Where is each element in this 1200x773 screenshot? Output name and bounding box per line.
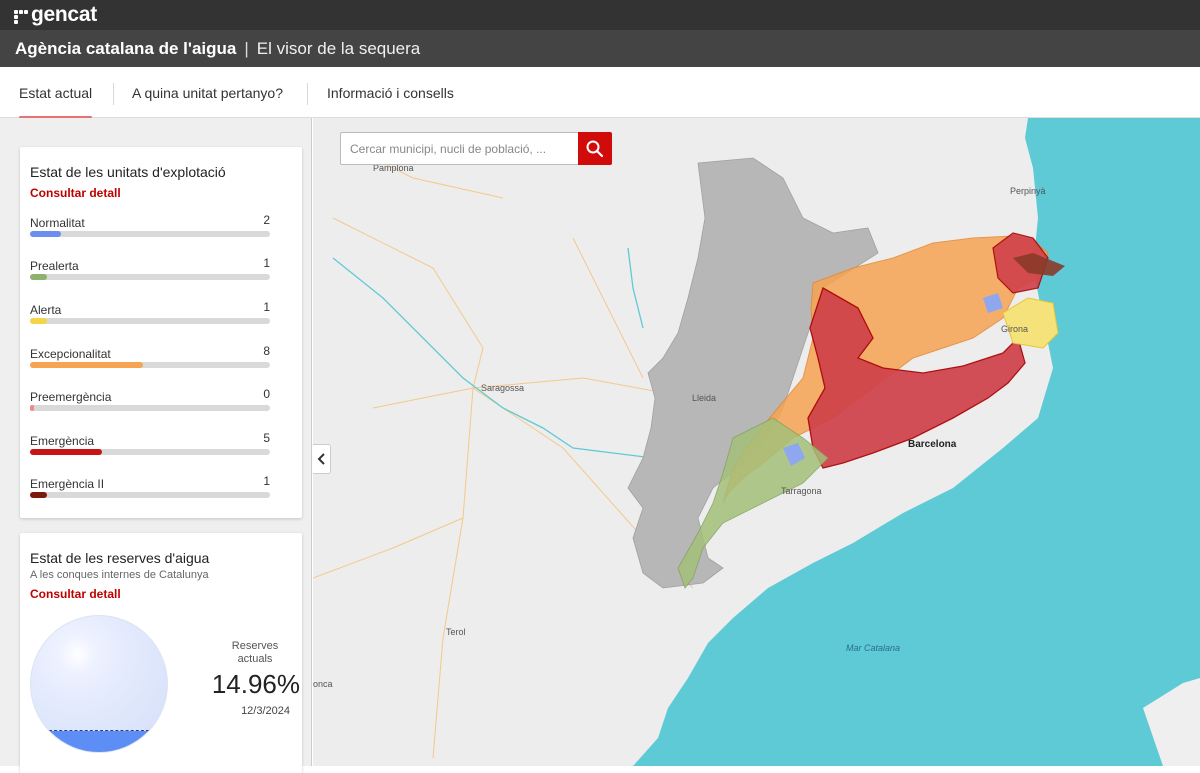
collapse-sidebar-button[interactable] bbox=[313, 444, 331, 474]
tab-label: Estat actual bbox=[19, 84, 93, 101]
place-conca: onca bbox=[313, 679, 333, 689]
sidebar[interactable]: Estat de les unitats d'explotació Consul… bbox=[0, 118, 312, 773]
tab-estat-actual[interactable]: Estat actual bbox=[19, 67, 93, 119]
title-separator: | bbox=[244, 38, 249, 58]
status-count: 8 bbox=[263, 344, 270, 358]
reserves-gauge bbox=[30, 615, 168, 753]
status-row: Excepcionalitat 8 bbox=[30, 344, 270, 377]
status-row: Prealerta 1 bbox=[30, 256, 270, 289]
map-view[interactable]: Pamplona Perpinyà Saragossa Lleida Giron… bbox=[313, 118, 1200, 766]
gencat-logo[interactable]: gencat bbox=[14, 1, 97, 29]
reserves-label: Reserves actuals bbox=[231, 640, 279, 665]
roads-layer bbox=[313, 157, 694, 759]
status-bar-fill bbox=[30, 362, 143, 368]
main-nav: Estat actual A quina unitat pertanyo? In… bbox=[0, 67, 1200, 119]
place-barcelona: Barcelona bbox=[908, 439, 957, 450]
status-bar-track bbox=[30, 231, 270, 237]
tab-label: Informació i consells bbox=[327, 84, 454, 101]
gencat-logo-text: gencat bbox=[31, 3, 97, 26]
rivers-layer bbox=[332, 247, 654, 459]
emergencia-units[interactable] bbox=[807, 287, 1026, 469]
status-label: Excepcionalitat bbox=[30, 347, 111, 361]
place-lleida: Lleida bbox=[692, 393, 716, 403]
place-saragossa: Saragossa bbox=[481, 383, 524, 393]
status-count: 1 bbox=[263, 474, 270, 488]
status-bar-fill bbox=[30, 449, 102, 455]
page-subtitle: El visor de la sequera bbox=[256, 38, 421, 58]
status-count: 1 bbox=[263, 256, 270, 270]
status-bar-fill bbox=[30, 231, 62, 237]
status-label: Emergència bbox=[30, 434, 95, 448]
status-bar-fill bbox=[30, 492, 47, 498]
status-row: Emergència 5 bbox=[30, 431, 270, 464]
status-bar-fill bbox=[30, 318, 47, 324]
tab-informacio-consells[interactable]: Informació i consells bbox=[327, 67, 454, 118]
status-label: Emergència II bbox=[30, 477, 105, 491]
mallorca-island bbox=[1143, 678, 1200, 766]
status-count: 0 bbox=[263, 387, 270, 401]
place-mar-catalana: Mar Catalana bbox=[846, 643, 900, 653]
units-detail-link[interactable]: Consultar detall bbox=[30, 186, 121, 200]
title-bar: Agència catalana de l'aigua | El visor d… bbox=[0, 30, 1200, 67]
status-bar-fill bbox=[30, 405, 34, 411]
place-girona: Girona bbox=[1001, 324, 1028, 334]
reserves-date: 12/3/2024 bbox=[241, 705, 290, 717]
units-card-title: Estat de les unitats d'explotació bbox=[30, 164, 226, 180]
status-label: Normalitat bbox=[30, 216, 85, 230]
status-label: Alerta bbox=[30, 303, 62, 317]
chevron-left-icon bbox=[317, 453, 325, 465]
top-brand-bar: gencat bbox=[0, 0, 1200, 30]
reserves-card-subtitle: A les conques internes de Catalunya bbox=[30, 569, 209, 581]
lleida-ebre-units[interactable] bbox=[627, 157, 879, 589]
reserves-card: Estat de les reserves d'aigua A les conq… bbox=[20, 533, 302, 773]
search-button[interactable] bbox=[578, 132, 612, 165]
status-bar-track bbox=[30, 362, 270, 368]
status-row: Alerta 1 bbox=[30, 300, 270, 333]
mediterranean-sea bbox=[633, 118, 1200, 766]
search-input[interactable] bbox=[340, 132, 580, 165]
reserves-card-title: Estat de les reserves d'aigua bbox=[30, 550, 210, 566]
map-search bbox=[340, 132, 612, 165]
status-count: 2 bbox=[263, 213, 270, 227]
status-bar-track bbox=[30, 492, 270, 498]
status-count: 5 bbox=[263, 431, 270, 445]
place-tarragona: Tarragona bbox=[781, 486, 822, 496]
status-label: Prealerta bbox=[30, 259, 79, 273]
status-bar-fill bbox=[30, 274, 47, 280]
status-row: Preemergència 0 bbox=[30, 387, 270, 420]
reserves-gauge-level-line bbox=[49, 730, 149, 731]
place-pamplona: Pamplona bbox=[373, 163, 414, 173]
status-bar-track bbox=[30, 405, 270, 411]
tab-divider bbox=[307, 83, 308, 105]
tab-divider bbox=[113, 83, 114, 105]
status-row: Normalitat 2 bbox=[30, 213, 270, 246]
normalitat-unit-2[interactable] bbox=[983, 293, 1003, 313]
reserves-gauge-fill bbox=[31, 731, 167, 752]
normalitat-unit-1[interactable] bbox=[783, 443, 805, 466]
agency-name: Agència catalana de l'aigua bbox=[15, 38, 237, 58]
status-count: 1 bbox=[263, 300, 270, 314]
gencat-logo-icon bbox=[14, 8, 28, 24]
status-row: Emergència II 1 bbox=[30, 474, 270, 507]
map-canvas[interactable]: Pamplona Perpinyà Saragossa Lleida Giron… bbox=[313, 118, 1200, 766]
status-bar-track bbox=[30, 318, 270, 324]
status-bar-track bbox=[30, 274, 270, 280]
status-bar-track bbox=[30, 449, 270, 455]
emergencia-ii-unit[interactable] bbox=[1013, 253, 1065, 276]
status-label: Preemergència bbox=[30, 390, 112, 404]
reserves-value: 14.96% bbox=[211, 669, 300, 699]
units-status-card: Estat de les unitats d'explotació Consul… bbox=[20, 147, 302, 518]
place-perpinya: Perpinyà bbox=[1010, 186, 1046, 196]
search-icon bbox=[586, 140, 604, 158]
reserves-detail-link[interactable]: Consultar detall bbox=[30, 587, 121, 601]
tab-quina-unitat[interactable]: A quina unitat pertanyo? bbox=[132, 67, 283, 118]
tab-label: A quina unitat pertanyo? bbox=[132, 84, 284, 101]
alerta-unit[interactable] bbox=[1002, 297, 1059, 349]
place-terol: Terol bbox=[446, 627, 466, 637]
